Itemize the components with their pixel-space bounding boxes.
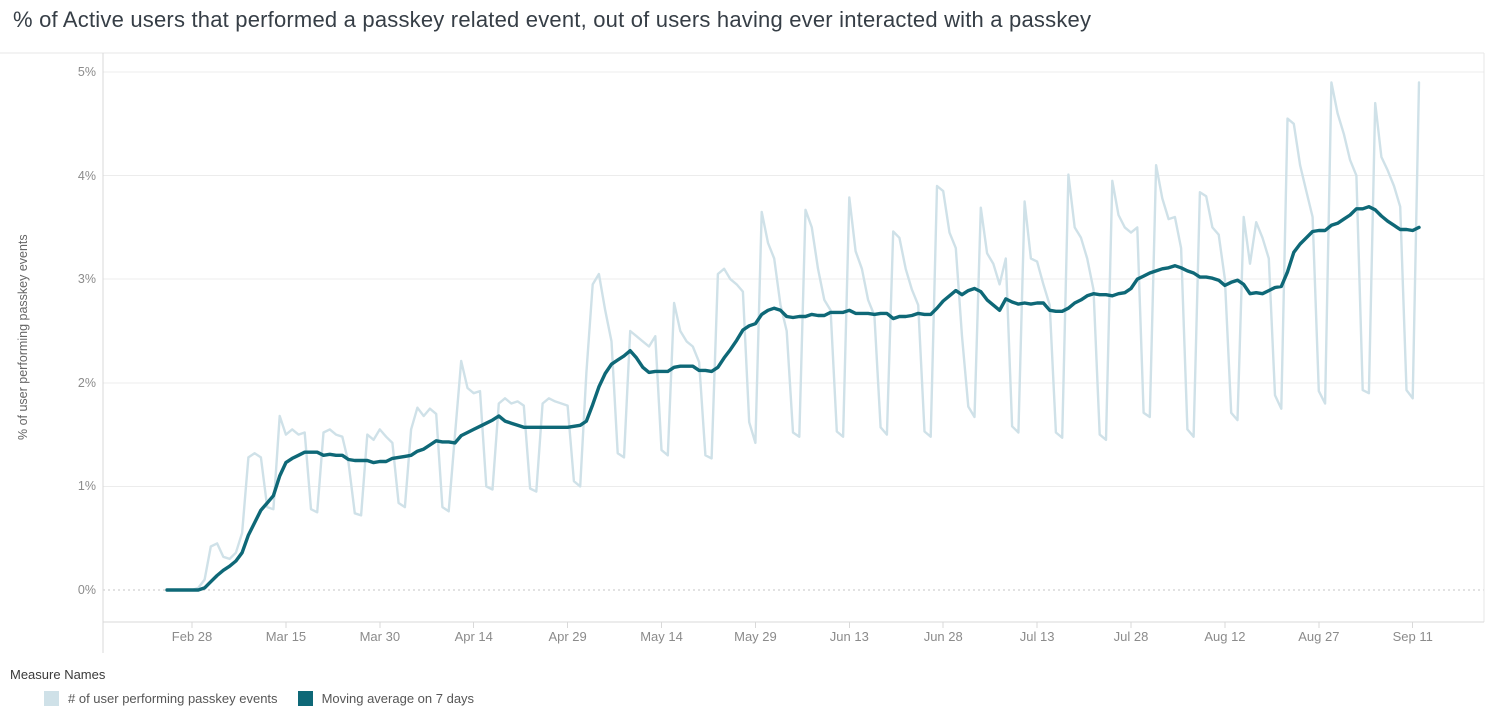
x-tick-label: Apr 29 [548, 629, 587, 644]
x-tick-label: Feb 28 [171, 629, 213, 644]
legend-item-label: Moving average on 7 days [321, 691, 475, 706]
legend: Measure Names # of user performing passk… [10, 667, 474, 706]
x-tick-label: Jun 28 [923, 629, 963, 644]
x-tick-label: Aug 12 [1204, 629, 1246, 644]
legend-item-daily-series[interactable]: # of user performing passkey events [44, 691, 278, 706]
y-tick-label: 0% [77, 583, 96, 597]
moving-average-swatch-icon [297, 691, 313, 706]
chart-title: % of Active users that performed a passk… [13, 7, 1092, 32]
legend-item-moving-average[interactable]: Moving average on 7 days [297, 691, 475, 706]
daily-series-line[interactable] [165, 81, 1421, 592]
legend-item-label: # of user performing passkey events [68, 691, 278, 706]
y-axis-title: % of user performing passkey events [16, 234, 30, 440]
y-tick-label: 3% [77, 272, 96, 287]
x-tick-label: Mar 30 [359, 629, 401, 644]
x-tick-label: May 29 [734, 629, 777, 644]
x-tick-label: Aug 27 [1298, 629, 1340, 644]
x-tick-label: May 14 [640, 629, 683, 644]
x-tick-label: Jun 13 [829, 629, 869, 644]
legend-title: Measure Names [10, 667, 106, 682]
x-tick-label: Jul 13 [1019, 629, 1055, 644]
x-tick-label: Mar 15 [265, 629, 307, 644]
y-tick-label: 1% [77, 479, 96, 494]
x-tick-label: Sep 11 [1392, 629, 1433, 644]
moving-average-line[interactable] [165, 204, 1421, 592]
x-tick-label: Jul 28 [1113, 629, 1149, 644]
y-tick-label: 5% [77, 65, 96, 79]
y-tick-label: 4% [77, 168, 96, 183]
x-tick-label: Apr 14 [454, 629, 493, 644]
daily-series-swatch-icon [44, 691, 59, 706]
y-tick-label: 2% [77, 375, 96, 390]
